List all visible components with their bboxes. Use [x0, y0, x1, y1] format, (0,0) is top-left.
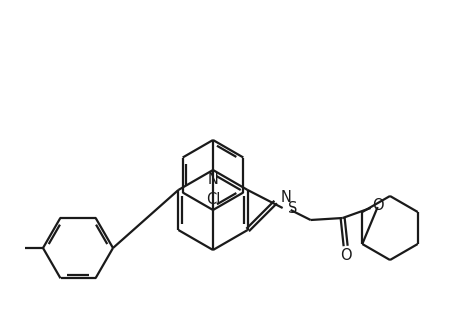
- Text: O: O: [340, 247, 352, 263]
- Text: Cl: Cl: [206, 192, 220, 208]
- Text: S: S: [288, 202, 297, 216]
- Text: O: O: [372, 198, 383, 214]
- Text: N: N: [280, 191, 291, 205]
- Text: N: N: [207, 171, 218, 187]
